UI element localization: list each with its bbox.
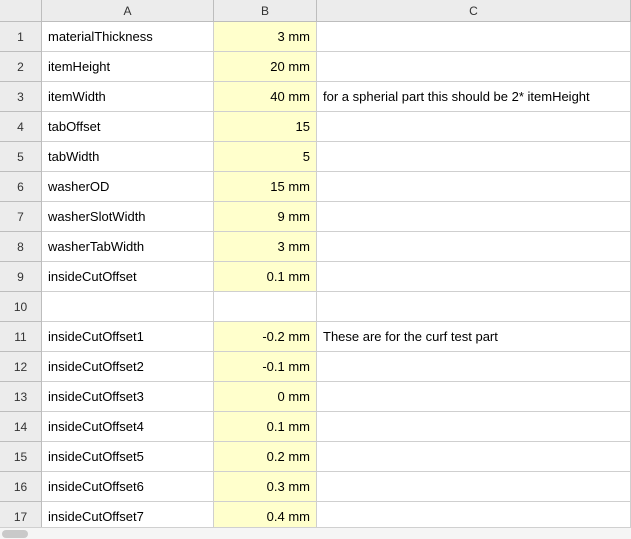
cell-B5[interactable]: 5	[214, 142, 317, 172]
cell-B9[interactable]: 0.1 mm	[214, 262, 317, 292]
row-header-16[interactable]: 16	[0, 472, 42, 502]
row-header-2[interactable]: 2	[0, 52, 42, 82]
cell-C12[interactable]	[317, 352, 631, 382]
cell-C2[interactable]	[317, 52, 631, 82]
cell-C8[interactable]	[317, 232, 631, 262]
horizontal-scrollbar[interactable]	[0, 527, 631, 539]
cell-B2[interactable]: 20 mm	[214, 52, 317, 82]
cell-C15[interactable]	[317, 442, 631, 472]
cell-B12[interactable]: -0.1 mm	[214, 352, 317, 382]
cell-A14[interactable]: insideCutOffset4	[42, 412, 214, 442]
cell-A8[interactable]: washerTabWidth	[42, 232, 214, 262]
cell-A5[interactable]: tabWidth	[42, 142, 214, 172]
cell-B11[interactable]: -0.2 mm	[214, 322, 317, 352]
row-header-1[interactable]: 1	[0, 22, 42, 52]
row-header-7[interactable]: 7	[0, 202, 42, 232]
row-header-15[interactable]: 15	[0, 442, 42, 472]
cell-A4[interactable]: tabOffset	[42, 112, 214, 142]
row-header-11[interactable]: 11	[0, 322, 42, 352]
cell-A11[interactable]: insideCutOffset1	[42, 322, 214, 352]
cell-C6[interactable]	[317, 172, 631, 202]
cell-A9[interactable]: insideCutOffset	[42, 262, 214, 292]
cell-C13[interactable]	[317, 382, 631, 412]
cell-B8[interactable]: 3 mm	[214, 232, 317, 262]
cell-C1[interactable]	[317, 22, 631, 52]
cell-C10[interactable]	[317, 292, 631, 322]
cell-B7[interactable]: 9 mm	[214, 202, 317, 232]
cell-B6[interactable]: 15 mm	[214, 172, 317, 202]
cell-A12[interactable]: insideCutOffset2	[42, 352, 214, 382]
cell-A6[interactable]: washerOD	[42, 172, 214, 202]
cell-A10[interactable]	[42, 292, 214, 322]
cell-C4[interactable]	[317, 112, 631, 142]
cell-C9[interactable]	[317, 262, 631, 292]
cell-B1[interactable]: 3 mm	[214, 22, 317, 52]
cell-A1[interactable]: materialThickness	[42, 22, 214, 52]
row-header-12[interactable]: 12	[0, 352, 42, 382]
cell-B14[interactable]: 0.1 mm	[214, 412, 317, 442]
cell-B15[interactable]: 0.2 mm	[214, 442, 317, 472]
row-header-3[interactable]: 3	[0, 82, 42, 112]
cell-A15[interactable]: insideCutOffset5	[42, 442, 214, 472]
cell-C3[interactable]: for a spherial part this should be 2* it…	[317, 82, 631, 112]
cell-C16[interactable]	[317, 472, 631, 502]
cell-B16[interactable]: 0.3 mm	[214, 472, 317, 502]
cell-B10[interactable]	[214, 292, 317, 322]
cell-C5[interactable]	[317, 142, 631, 172]
row-header-4[interactable]: 4	[0, 112, 42, 142]
col-header-A[interactable]: A	[42, 0, 214, 22]
corner-cell	[0, 0, 42, 22]
row-header-5[interactable]: 5	[0, 142, 42, 172]
col-header-C[interactable]: C	[317, 0, 631, 22]
row-header-13[interactable]: 13	[0, 382, 42, 412]
cell-B3[interactable]: 40 mm	[214, 82, 317, 112]
row-header-9[interactable]: 9	[0, 262, 42, 292]
col-header-B[interactable]: B	[214, 0, 317, 22]
row-header-8[interactable]: 8	[0, 232, 42, 262]
cell-B13[interactable]: 0 mm	[214, 382, 317, 412]
cell-C11[interactable]: These are for the curf test part	[317, 322, 631, 352]
row-header-14[interactable]: 14	[0, 412, 42, 442]
row-header-6[interactable]: 6	[0, 172, 42, 202]
cell-C7[interactable]	[317, 202, 631, 232]
spreadsheet-grid[interactable]: ABC1materialThickness3 mm2itemHeight20 m…	[0, 0, 631, 532]
cell-A3[interactable]: itemWidth	[42, 82, 214, 112]
row-header-10[interactable]: 10	[0, 292, 42, 322]
cell-A16[interactable]: insideCutOffset6	[42, 472, 214, 502]
spreadsheet-window: ABC1materialThickness3 mm2itemHeight20 m…	[0, 0, 631, 539]
cell-C14[interactable]	[317, 412, 631, 442]
cell-A13[interactable]: insideCutOffset3	[42, 382, 214, 412]
cell-A2[interactable]: itemHeight	[42, 52, 214, 82]
scrollbar-thumb[interactable]	[2, 530, 28, 538]
cell-A7[interactable]: washerSlotWidth	[42, 202, 214, 232]
cell-B4[interactable]: 15	[214, 112, 317, 142]
